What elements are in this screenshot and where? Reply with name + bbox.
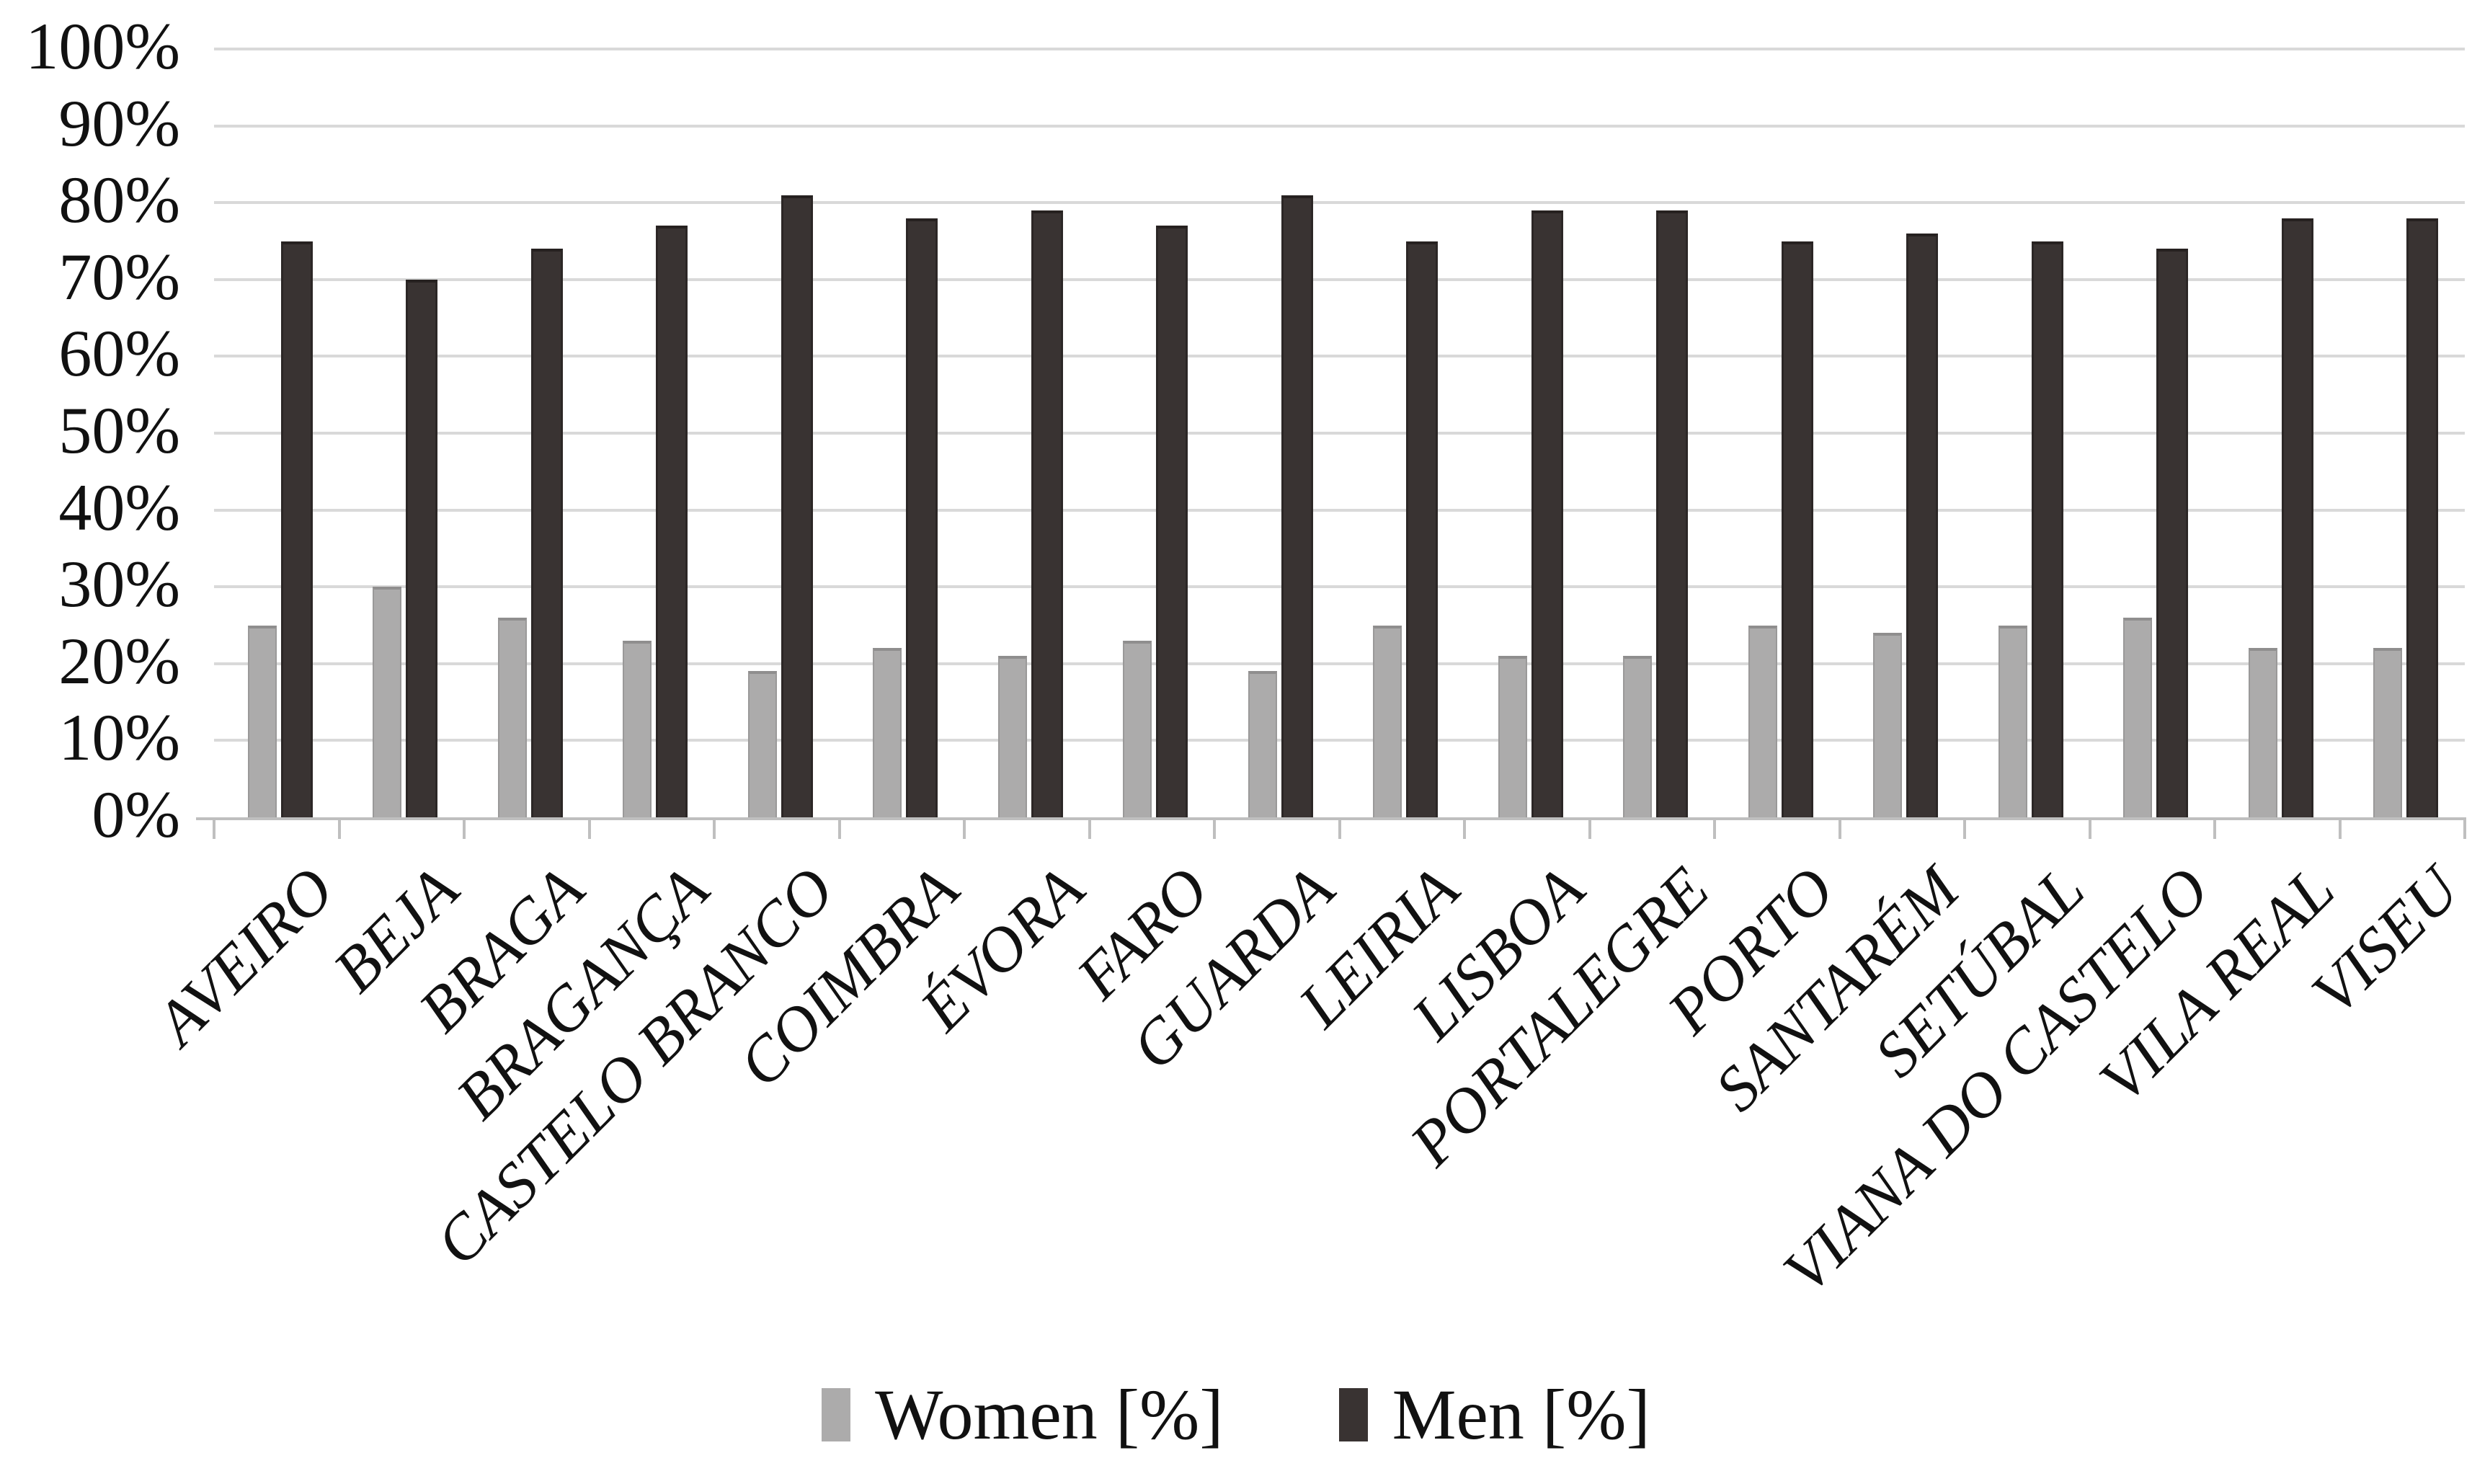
x-axis-tick	[1838, 817, 1841, 839]
gridline-100	[214, 48, 2465, 50]
legend-label-men: Men [%]	[1392, 1374, 1650, 1454]
y-tick-label-100: 100%	[25, 9, 180, 83]
gridline-60	[214, 355, 2465, 358]
y-tick-label-70: 70%	[58, 239, 180, 314]
bar-men-setubal	[2031, 241, 2063, 817]
gridline-20	[214, 662, 2465, 665]
bar-men-aveiro	[280, 241, 313, 817]
y-tick-label-40: 40%	[58, 470, 180, 544]
x-axis-tick	[2338, 817, 2342, 839]
bar-men-coimbra	[906, 218, 938, 817]
bar-men-guarda	[1281, 195, 1313, 817]
x-axis-tick	[963, 817, 966, 839]
x-axis-tick	[1463, 817, 1466, 839]
x-axis-tick	[837, 817, 841, 839]
bar-women-vila-real	[2248, 648, 2277, 817]
x-axis-tick	[1338, 817, 1341, 839]
bar-women-porto	[1748, 625, 1777, 817]
bar-women-evora	[997, 656, 1027, 817]
x-axis-tick	[2213, 817, 2216, 839]
bar-women-leiria	[1373, 625, 1402, 817]
x-axis-tick	[1088, 817, 1091, 839]
x-axis-tick	[1588, 817, 1591, 839]
bar-men-braganca	[656, 226, 688, 817]
bar-men-portalegre	[1656, 210, 1689, 817]
gridline-50	[214, 432, 2465, 435]
y-tick-label-30: 30%	[58, 547, 180, 621]
bar-men-porto	[1781, 241, 1813, 817]
x-axis-line	[196, 817, 2465, 820]
gridline-40	[214, 508, 2465, 512]
x-axis-tick	[1713, 817, 1716, 839]
gridline-80	[214, 201, 2465, 205]
x-axis-tick	[213, 817, 215, 839]
bar-men-evora	[1031, 210, 1063, 817]
gridline-70	[214, 277, 2465, 281]
bar-men-beja	[406, 279, 438, 817]
bar-men-viseu	[2406, 218, 2439, 817]
bar-women-viana-do-castelo	[2123, 617, 2153, 817]
x-axis-tick	[2463, 817, 2466, 839]
y-tick-label-80: 80%	[58, 163, 180, 237]
bar-women-braganca	[623, 640, 652, 817]
bar-women-aveiro	[247, 625, 277, 817]
bar-women-castelo-branco	[747, 671, 777, 817]
legend: Women [%] Men [%]	[0, 1375, 2472, 1454]
bar-women-viseu	[2373, 648, 2403, 817]
bar-women-guarda	[1248, 671, 1277, 817]
bar-women-setubal	[1998, 625, 2027, 817]
gridline-10	[214, 739, 2465, 742]
bar-men-faro	[1156, 226, 1188, 817]
legend-label-women: Women [%]	[875, 1374, 1224, 1454]
legend-item-men: Men [%]	[1338, 1374, 1650, 1454]
y-tick-label-10: 10%	[58, 701, 180, 775]
bar-women-braga	[497, 617, 527, 817]
bar-women-santarem	[1873, 633, 1903, 817]
bar-men-lisboa	[1531, 210, 1563, 817]
x-axis-tick	[337, 817, 341, 839]
bar-men-castelo-branco	[781, 195, 813, 817]
legend-swatch-men	[1338, 1388, 1368, 1441]
bar-men-vila-real	[2281, 218, 2313, 817]
x-axis-tick	[2088, 817, 2091, 839]
x-axis-tick	[1213, 817, 1216, 839]
bar-women-portalegre	[1623, 656, 1653, 817]
legend-swatch-women	[822, 1388, 851, 1441]
gridline-90	[214, 124, 2465, 128]
bar-men-santarem	[1906, 233, 1939, 817]
y-tick-label-90: 90%	[58, 86, 180, 160]
x-axis-tick	[587, 817, 591, 839]
x-axis-tick	[1963, 817, 1966, 839]
bar-women-lisboa	[1498, 656, 1527, 817]
legend-item-women: Women [%]	[822, 1374, 1224, 1454]
x-label-aveiro: AVEIRO	[143, 854, 347, 1059]
y-tick-label-0: 0%	[92, 778, 180, 851]
y-tick-label-50: 50%	[58, 394, 180, 467]
bar-women-faro	[1123, 640, 1152, 817]
bar-women-coimbra	[873, 648, 902, 817]
bar-men-braga	[530, 249, 563, 817]
y-tick-label-20: 20%	[58, 623, 180, 698]
gridline-30	[214, 585, 2465, 589]
x-axis-tick	[713, 817, 716, 839]
bar-women-beja	[373, 587, 402, 817]
x-axis-tick	[463, 817, 466, 839]
bar-men-viana-do-castelo	[2156, 249, 2189, 817]
bar-men-leiria	[1406, 241, 1439, 817]
y-tick-label-60: 60%	[58, 316, 180, 391]
